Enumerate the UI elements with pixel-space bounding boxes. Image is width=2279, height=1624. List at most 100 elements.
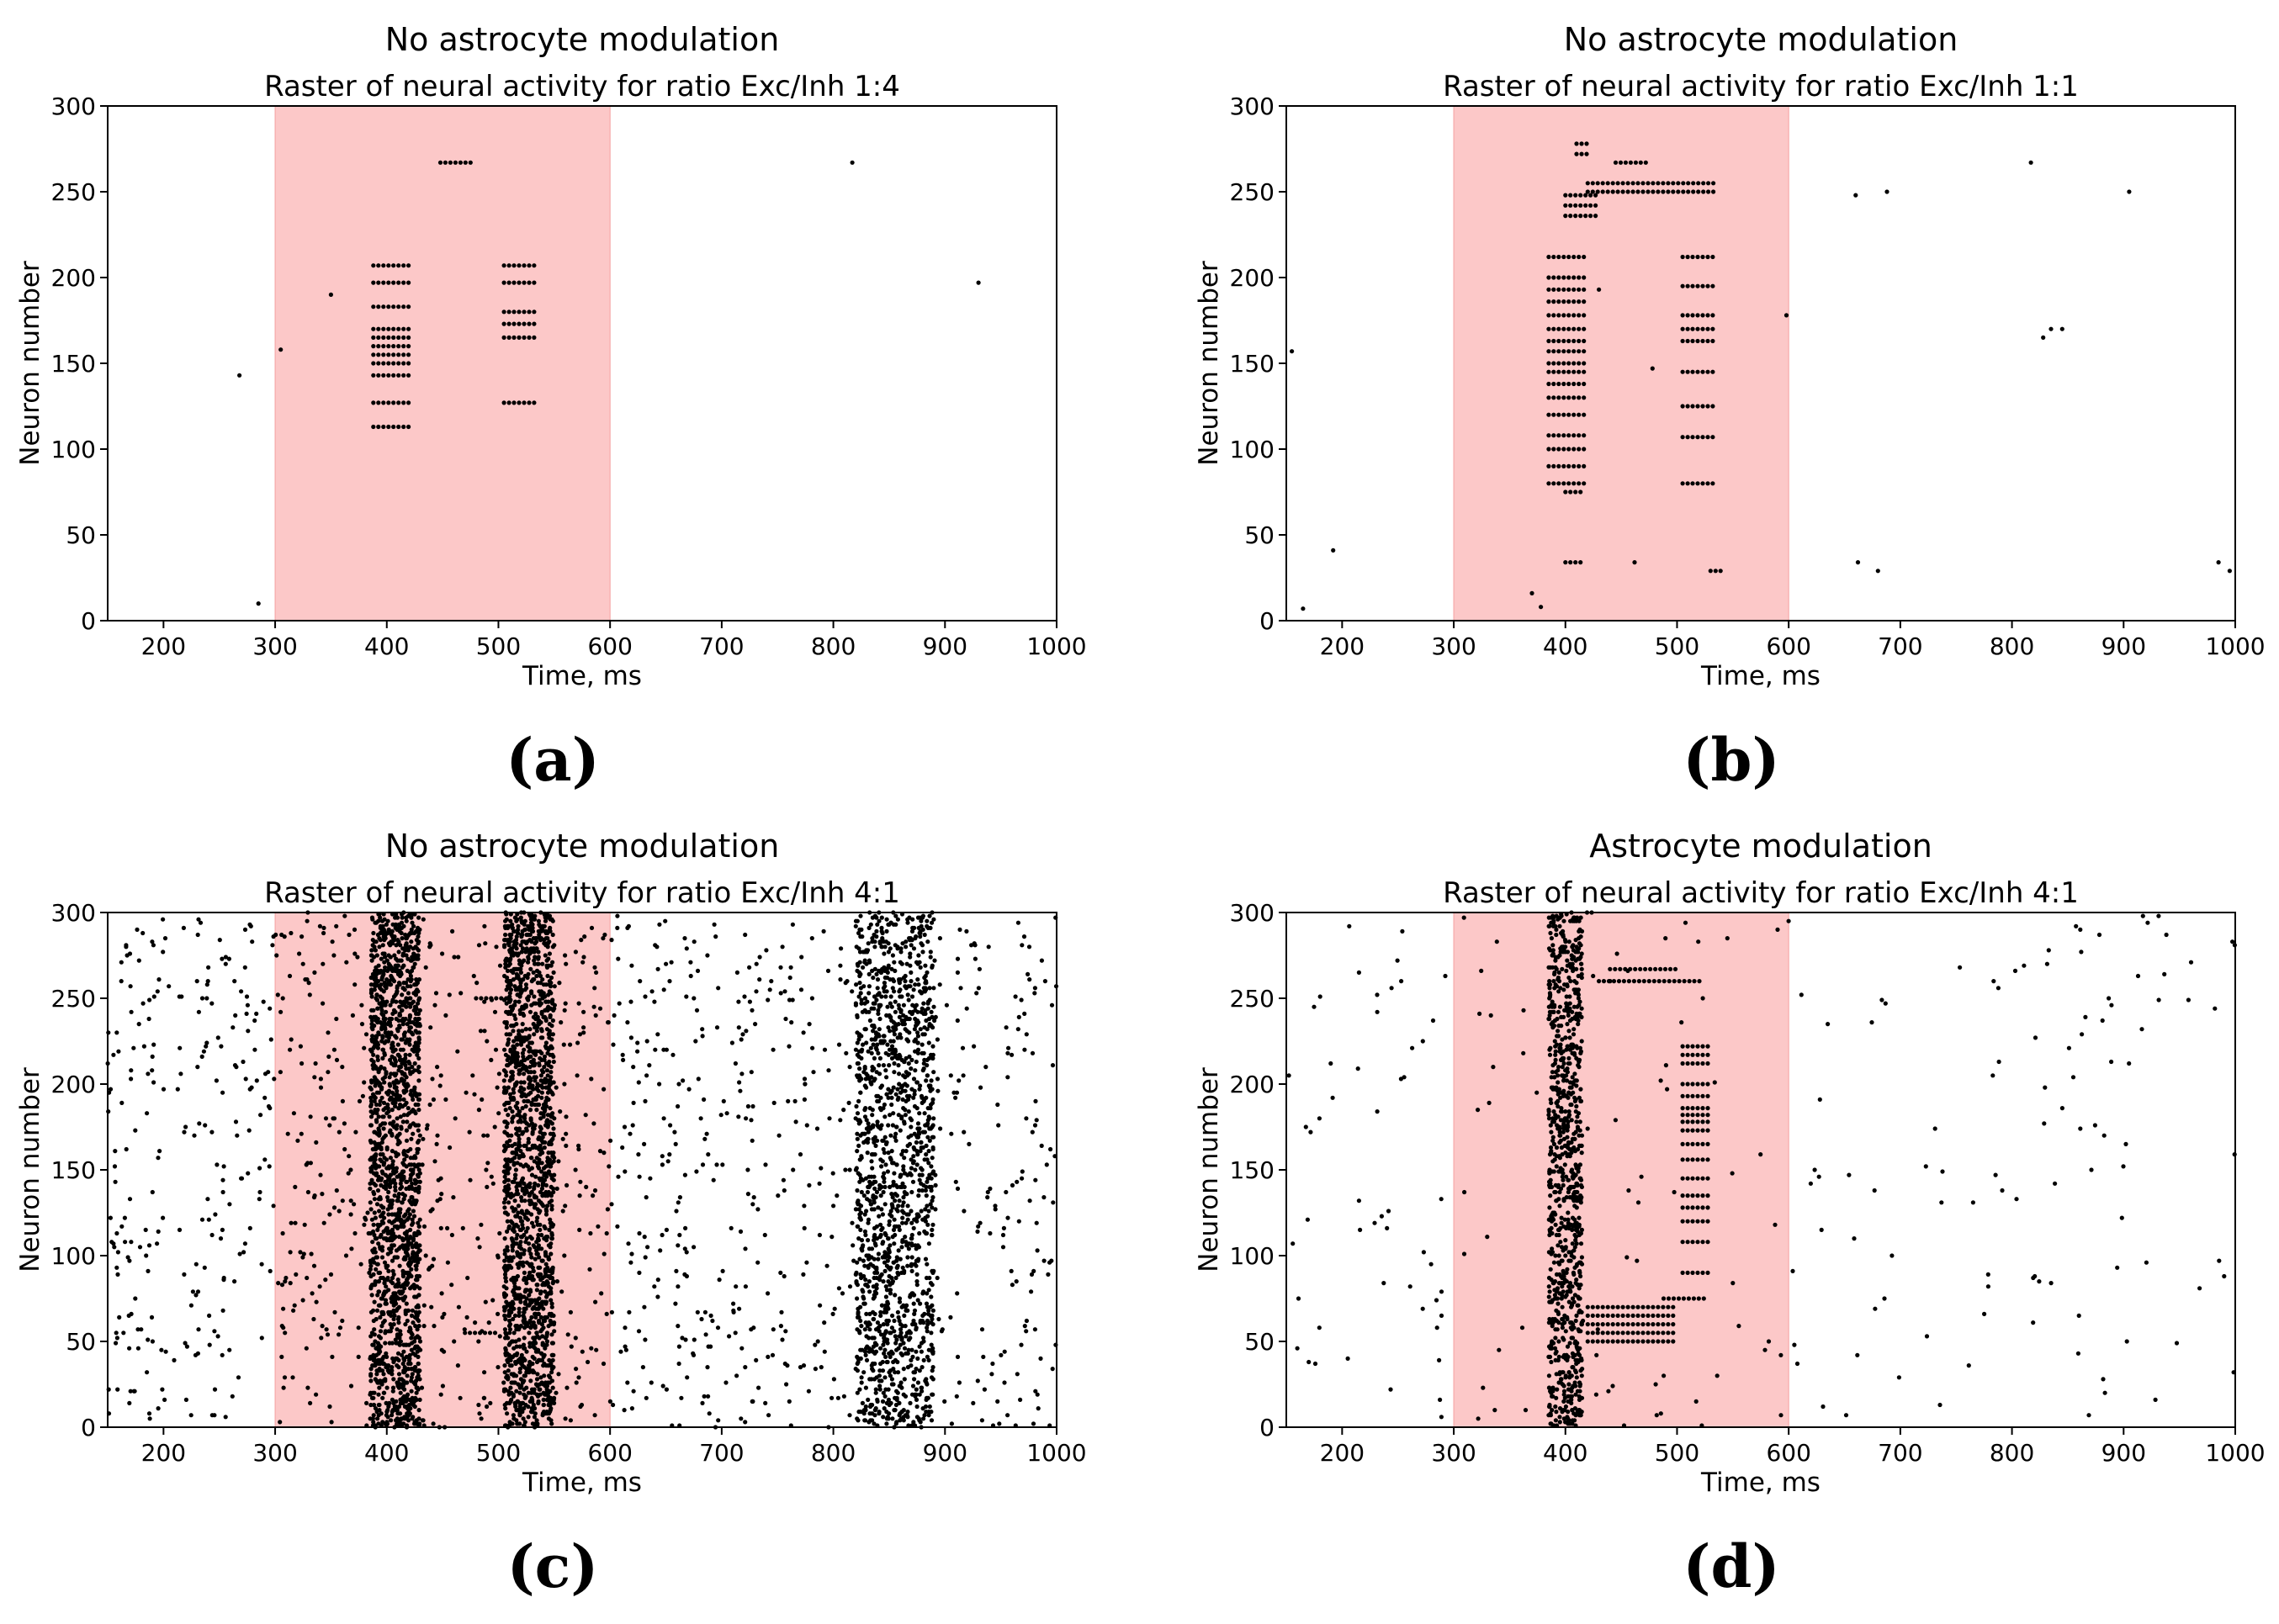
spike [882,989,887,994]
spike [529,1002,534,1008]
spike [510,1248,515,1253]
spike [376,344,381,349]
y-tick-label: 150 [51,350,96,378]
spike [912,925,917,930]
spike [517,1215,523,1220]
spike [546,1416,552,1421]
spike [854,982,859,987]
spike [540,1106,546,1111]
spike [857,1078,862,1083]
spike [400,1103,405,1109]
spike [906,1061,911,1066]
spike [914,1283,920,1288]
spike [416,1248,421,1253]
spike [517,280,522,285]
spike [523,1103,528,1109]
spike [897,1400,902,1405]
y-tick-label: 200 [51,264,96,292]
spike [541,1113,546,1118]
spike [513,1065,518,1070]
spike [1700,313,1705,318]
spike [409,1088,414,1093]
spike [551,1279,556,1284]
spike [920,1145,925,1151]
spike [867,971,872,976]
spike [914,1272,920,1277]
spike [875,922,880,927]
spike [1577,463,1582,469]
spike [869,1202,874,1207]
spike [388,1024,393,1029]
spike [855,1131,860,1136]
spike [905,1308,910,1313]
spike [918,1320,923,1325]
spike [920,915,925,920]
spike [887,1411,892,1416]
spike [375,1293,380,1298]
spike [516,927,521,932]
spike [501,1304,507,1309]
spike [503,1279,509,1284]
spike [532,1070,537,1075]
spike [530,1129,535,1135]
spike [401,1356,406,1361]
spike [872,966,877,971]
spike [1595,189,1600,194]
spike [386,373,391,378]
spike [535,1334,540,1339]
spike [401,1370,406,1375]
spike [521,1342,527,1347]
spike [893,1092,898,1097]
spike [543,1251,549,1256]
spike [532,321,537,326]
spike [1571,433,1577,438]
spike [873,1387,878,1392]
spike [1556,447,1561,452]
spike [895,1270,900,1275]
spike [889,1095,894,1100]
spike [923,986,928,991]
spike [416,1146,421,1152]
spike [1643,160,1648,165]
spike [1571,299,1577,304]
spike [409,1336,414,1341]
spike [881,1189,886,1195]
spike [468,1330,473,1336]
spike [406,361,411,366]
spike [415,1052,420,1057]
spike [920,1006,925,1011]
spike [862,1301,867,1306]
spike [502,1174,507,1179]
spike [913,1322,918,1327]
spike [930,1316,935,1322]
spike [920,1068,925,1073]
spike [865,950,870,955]
spike [1706,189,1711,194]
spike [411,951,416,956]
spike [375,1188,381,1193]
spike [538,1129,543,1135]
spike [378,1214,384,1219]
spike [1610,181,1615,186]
spike [522,1098,527,1103]
spike [1605,189,1610,194]
spike [390,1227,395,1232]
spike [503,1268,508,1273]
spike [384,1225,390,1230]
spike [411,1214,417,1219]
spike [512,984,517,989]
spike [1571,463,1577,469]
spike [511,1293,517,1298]
spike [1551,313,1556,318]
spike [867,1349,872,1354]
spike [541,1318,546,1324]
spike [527,1040,533,1045]
spike [872,1037,877,1042]
spike [377,944,382,950]
spike [1711,181,1716,186]
spike [539,1232,544,1238]
spike [1646,189,1651,194]
spike [1686,189,1691,194]
spike [403,1309,408,1315]
spike [543,1040,549,1045]
